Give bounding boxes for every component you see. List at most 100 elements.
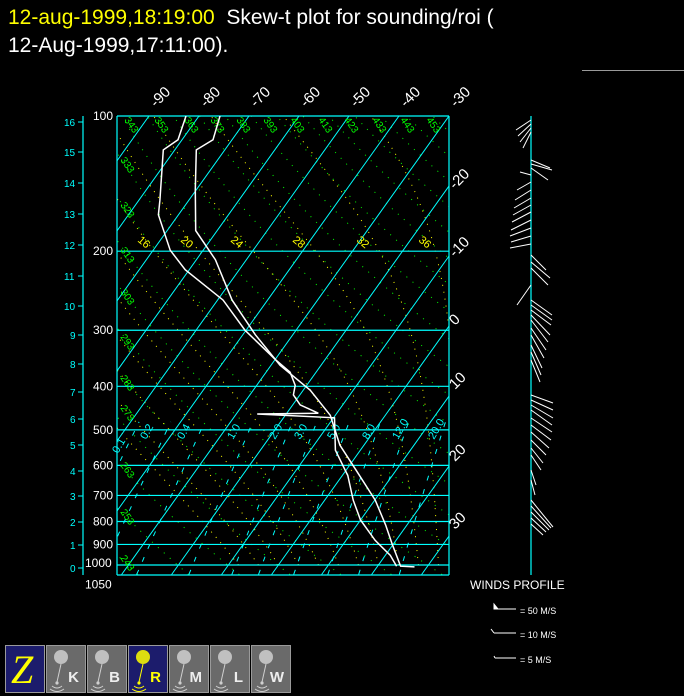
barb-10-feather-icon: [490, 628, 495, 634]
wind-barb: [519, 127, 532, 143]
isotherm-label-right: -20: [446, 165, 473, 192]
mixing-ratio-label: 12.0: [390, 417, 411, 442]
isotherm-line: [117, 116, 400, 512]
dry-adiabat-label: 263: [118, 460, 137, 480]
wind-barb: [516, 284, 532, 306]
moist-adiabat-label: 36: [416, 234, 433, 251]
plot-title-line2: 12-Aug-1999,17:11:00).: [8, 34, 229, 57]
wind-barb: [530, 167, 549, 181]
balloon-icon: [254, 650, 273, 692]
pressure-label: 700: [93, 488, 113, 502]
dry-adiabat-label: 253: [118, 507, 137, 527]
wind-barb: [530, 159, 551, 169]
dry-adiabat-line: [406, 116, 449, 157]
dry-adiabat-label: 243: [118, 553, 137, 573]
toolbar-button-b[interactable]: B: [87, 645, 127, 693]
wind-barb: [510, 219, 532, 231]
grid-labels: 1002003004005006007008009001000105001234…: [64, 83, 474, 591]
wind-barb: [530, 439, 547, 456]
height-label: 5: [70, 441, 76, 452]
dry-adiabat-line: [117, 461, 240, 575]
dry-adiabat-label: 433: [370, 115, 389, 135]
dry-adiabat-line: [117, 239, 449, 548]
isotherm-label-top: -90: [147, 83, 174, 110]
height-label: 13: [64, 210, 76, 221]
dry-adiabat-line: [117, 195, 449, 516]
height-label: 3: [70, 492, 76, 503]
dry-adiabat-label: 453: [424, 115, 443, 135]
toolbar-button-r[interactable]: R: [128, 645, 168, 693]
moist-adiabat-label: 32: [354, 234, 371, 251]
wind-barb: [530, 163, 553, 171]
mixing-ratio-line: [358, 421, 409, 575]
dry-adiabat-label: 333: [118, 155, 137, 175]
pressure-label: 1000: [85, 556, 112, 570]
temperature-trace: [194, 116, 415, 568]
mixing-ratio-label: 0.2: [138, 422, 156, 441]
pressure-label: 900: [93, 537, 113, 551]
legend-item-50: = 50 M/S: [520, 606, 557, 616]
isotherm-line: [271, 325, 449, 575]
button-label: K: [68, 669, 79, 686]
height-label: 14: [64, 179, 76, 190]
pressure-label: 300: [93, 323, 113, 337]
wind-barb: [530, 351, 542, 376]
isotherm-label-right: -10: [446, 233, 473, 260]
pressure-label: 200: [93, 244, 113, 258]
wind-barb: [512, 204, 532, 216]
isotherm-line: [221, 255, 449, 575]
toolbar-button-l[interactable]: L: [210, 645, 250, 693]
plot-title-line1: 12-aug-1999,18:19:00 Skew-t plot for sou…: [8, 6, 494, 30]
pressure-label: 100: [93, 109, 113, 123]
mixing-ratio-label: 8.0: [360, 422, 378, 441]
wind-barb: [530, 399, 554, 411]
isotherm-label-top: -70: [247, 83, 274, 110]
button-label: L: [233, 669, 243, 686]
wind-barb: [530, 304, 553, 321]
wind-barb: [530, 417, 553, 433]
wind-barb: [516, 181, 532, 191]
wind-barb: [530, 517, 547, 533]
dry-adiabat-label: 293: [118, 332, 137, 352]
height-label: 4: [70, 467, 76, 478]
moist-adiabat-line: [117, 197, 359, 566]
wind-barb: [530, 267, 549, 286]
dry-adiabat-line: [380, 116, 449, 182]
wind-barb: [530, 359, 541, 383]
isotherm-label-top: -60: [297, 83, 324, 110]
mixing-ratio-label: 20.0: [426, 417, 447, 442]
height-label: 8: [70, 360, 76, 371]
wind-barb: [514, 189, 532, 201]
dry-adiabat-label: 313: [118, 245, 137, 265]
isotherm-label-top: -50: [347, 83, 374, 110]
wind-barb: [530, 454, 542, 471]
wind-barb: [510, 235, 532, 243]
wind-barb: [530, 424, 552, 441]
wind-barb: [530, 319, 549, 343]
pressure-label: 800: [93, 514, 113, 528]
title-text: Skew-t plot for sounding/roi (: [214, 6, 494, 29]
toolbar-button-w[interactable]: W: [251, 645, 291, 693]
moist-adiabat-line: [117, 335, 299, 566]
dry-adiabat-label: 393: [261, 115, 280, 135]
mixing-ratio-label: 2.0: [267, 422, 285, 441]
wind-barb: [513, 197, 532, 209]
button-label: B: [109, 669, 120, 686]
toolbar-button-k[interactable]: K: [46, 645, 86, 693]
height-label: 11: [64, 272, 75, 283]
toolbar-button-m[interactable]: M: [169, 645, 209, 693]
wind-barb: [530, 254, 547, 271]
dry-adiabat-line: [198, 116, 449, 368]
moist-adiabat-line: [153, 116, 399, 566]
height-label: 0: [70, 564, 76, 575]
wind-barb: [530, 431, 550, 449]
dry-adiabat-label: 353: [152, 115, 171, 135]
title-datetime: 12-aug-1999,18:19:00: [8, 6, 215, 29]
dry-adiabat-line: [117, 283, 443, 575]
isotherm-line: [117, 116, 250, 302]
wind-barb: [530, 479, 536, 496]
wind-barb: [530, 261, 551, 279]
toolbar-button-z[interactable]: Z: [5, 645, 45, 693]
